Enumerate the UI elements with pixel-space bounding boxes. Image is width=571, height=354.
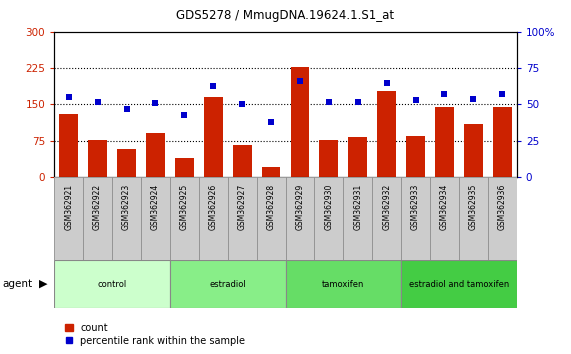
Bar: [54, 177, 83, 260]
Point: [411, 97, 420, 103]
Bar: [262, 167, 280, 177]
Point: [324, 99, 333, 104]
Text: GSM362931: GSM362931: [353, 184, 362, 230]
Bar: [112, 177, 141, 260]
Point: [180, 112, 189, 118]
Legend: count, percentile rank within the sample: count, percentile rank within the sample: [65, 323, 246, 346]
Bar: [319, 140, 338, 177]
Text: GSM362926: GSM362926: [209, 184, 218, 230]
Point: [498, 91, 507, 97]
Bar: [233, 144, 252, 177]
Point: [122, 106, 131, 112]
Text: GDS5278 / MmugDNA.19624.1.S1_at: GDS5278 / MmugDNA.19624.1.S1_at: [176, 9, 395, 22]
Point: [151, 100, 160, 106]
Bar: [315, 177, 343, 260]
Bar: [88, 140, 107, 177]
Bar: [464, 124, 483, 177]
Bar: [54, 260, 170, 308]
Text: GSM362923: GSM362923: [122, 184, 131, 230]
Bar: [459, 177, 488, 260]
Text: estradiol: estradiol: [210, 280, 246, 289]
Text: control: control: [98, 280, 127, 289]
Bar: [204, 97, 223, 177]
Bar: [377, 91, 396, 177]
Bar: [175, 158, 194, 177]
Bar: [141, 177, 170, 260]
Text: GSM362924: GSM362924: [151, 184, 160, 230]
Bar: [348, 137, 367, 177]
Text: GSM362922: GSM362922: [93, 184, 102, 230]
Text: GSM362925: GSM362925: [180, 184, 189, 230]
Text: GSM362921: GSM362921: [64, 184, 73, 230]
Text: tamoxifen: tamoxifen: [322, 280, 364, 289]
Bar: [401, 177, 430, 260]
Text: GSM362932: GSM362932: [382, 184, 391, 230]
Bar: [401, 260, 517, 308]
Bar: [488, 177, 517, 260]
Text: GSM362929: GSM362929: [295, 184, 304, 230]
Point: [238, 102, 247, 107]
Bar: [406, 136, 425, 177]
Bar: [170, 177, 199, 260]
Bar: [117, 149, 136, 177]
Text: GSM362930: GSM362930: [324, 184, 333, 230]
Bar: [286, 177, 315, 260]
Point: [295, 78, 304, 84]
Text: GSM362927: GSM362927: [238, 184, 247, 230]
Text: GSM362928: GSM362928: [267, 184, 276, 230]
Bar: [228, 177, 256, 260]
Text: agent: agent: [3, 279, 33, 289]
Bar: [372, 177, 401, 260]
Bar: [291, 67, 309, 177]
Text: ▶: ▶: [39, 279, 47, 289]
Bar: [493, 107, 512, 177]
Point: [469, 96, 478, 102]
Bar: [430, 177, 459, 260]
Bar: [83, 177, 112, 260]
Bar: [286, 260, 401, 308]
Point: [208, 83, 218, 88]
Text: estradiol and tamoxifen: estradiol and tamoxifen: [409, 280, 509, 289]
Point: [353, 99, 363, 104]
Text: GSM362934: GSM362934: [440, 184, 449, 230]
Text: GSM362935: GSM362935: [469, 184, 478, 230]
Bar: [256, 177, 286, 260]
Text: GSM362936: GSM362936: [498, 184, 507, 230]
Bar: [146, 133, 165, 177]
Point: [440, 91, 449, 97]
Point: [382, 80, 391, 85]
Bar: [59, 114, 78, 177]
Point: [267, 119, 276, 125]
Point: [64, 94, 73, 100]
Bar: [343, 177, 372, 260]
Point: [93, 99, 102, 104]
Text: GSM362933: GSM362933: [411, 184, 420, 230]
Bar: [170, 260, 286, 308]
Bar: [435, 107, 454, 177]
Bar: [199, 177, 228, 260]
